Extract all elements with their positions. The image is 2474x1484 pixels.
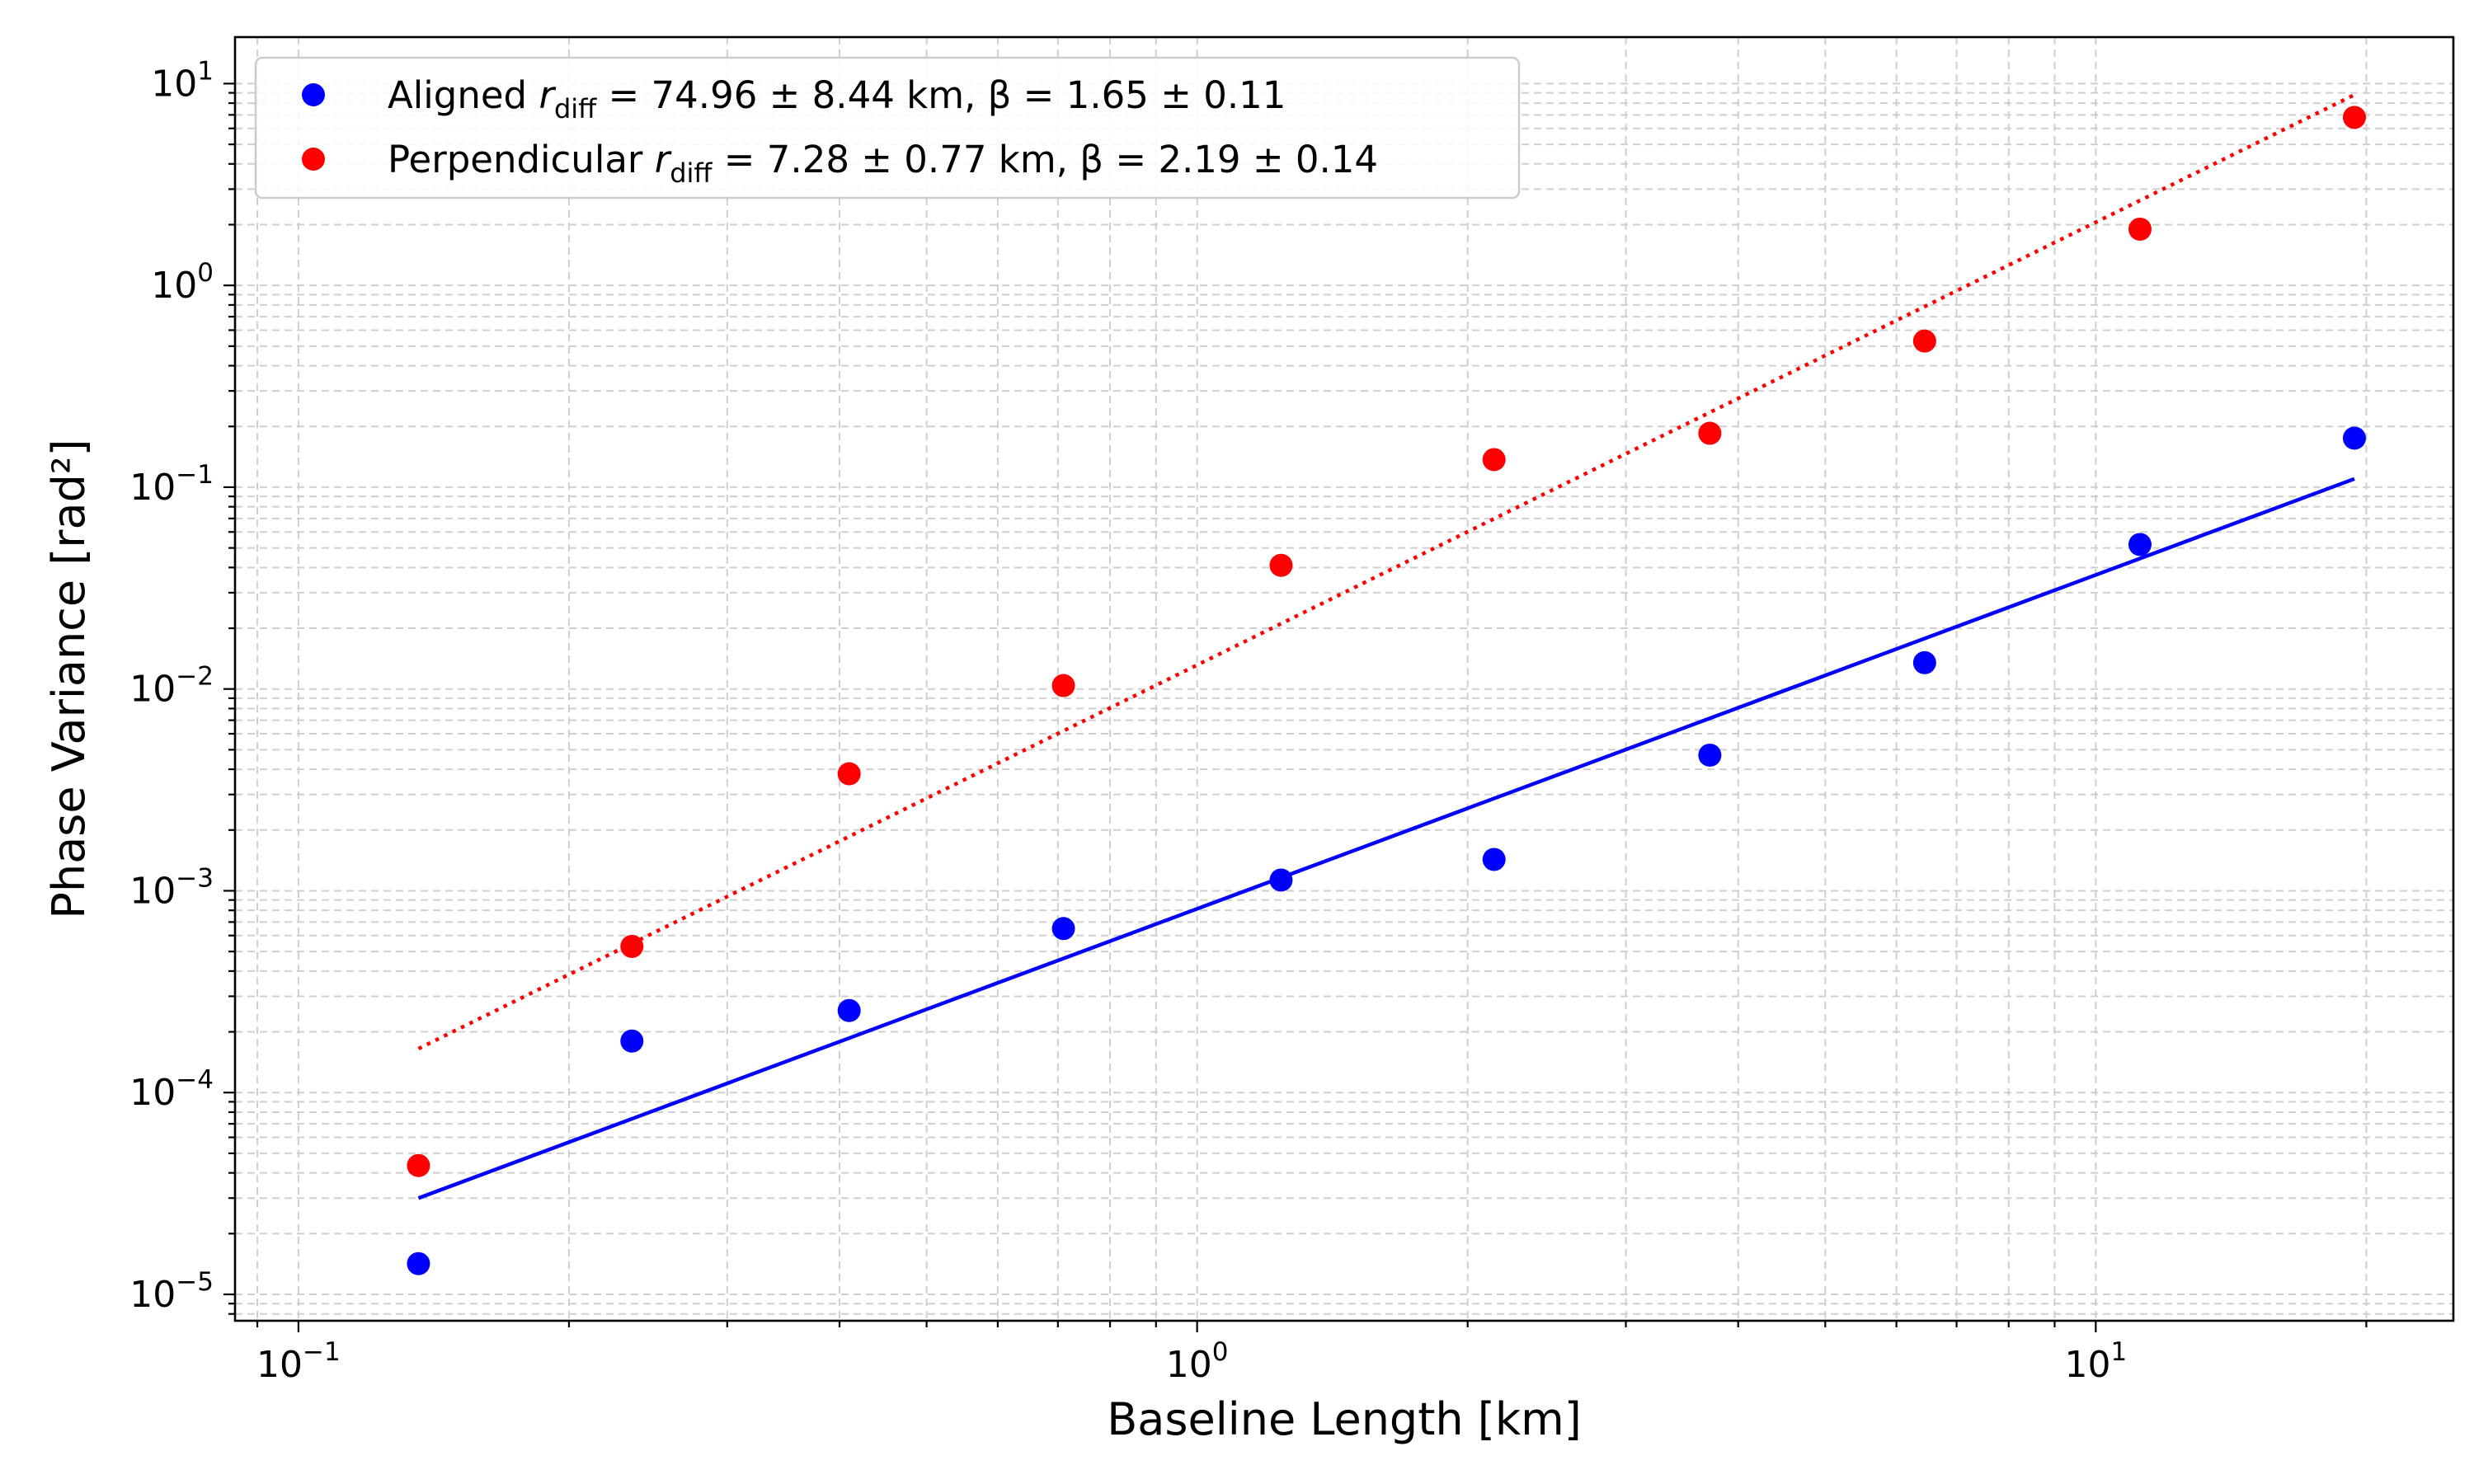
axis-ticks bbox=[223, 82, 2368, 1332]
legend-box bbox=[254, 56, 1521, 200]
data-point-perpendicular bbox=[2128, 217, 2152, 241]
legend-subscript: diff bbox=[670, 157, 713, 189]
data-point-aligned bbox=[2342, 426, 2366, 450]
x-tick-label-exponent: 1 bbox=[2110, 1337, 2127, 1367]
plot-frame bbox=[233, 35, 2455, 1322]
legend-prefix: Aligned bbox=[388, 73, 539, 117]
legend-symbol: r bbox=[539, 73, 556, 117]
legend: Aligned rdiff = 74.96 ± 8.44 km, β = 1.6… bbox=[254, 56, 1521, 200]
data-point-perpendicular bbox=[407, 1153, 430, 1177]
data-point-aligned bbox=[1698, 743, 1722, 767]
data-point-perpendicular bbox=[620, 934, 644, 958]
minor-grid bbox=[235, 37, 2453, 1321]
y-tick-label-exponent: −4 bbox=[176, 1065, 214, 1095]
legend-suffix: = 7.28 ± 0.77 km, β = 2.19 ± 0.14 bbox=[712, 138, 1378, 181]
data-point-aligned bbox=[1051, 917, 1075, 941]
y-tick-label: 10−1 bbox=[129, 460, 214, 509]
legend-marker-aligned bbox=[302, 83, 325, 106]
data-point-perpendicular bbox=[837, 762, 861, 786]
y-tick-label-exponent: −3 bbox=[176, 863, 214, 893]
legend-suffix: = 74.96 ± 8.44 km, β = 1.65 ± 0.11 bbox=[596, 73, 1286, 117]
y-tick-label: 10−2 bbox=[129, 662, 214, 711]
y-tick-label-exponent: −5 bbox=[176, 1267, 214, 1297]
y-axis-label: Phase Variance [rad²] bbox=[43, 439, 95, 918]
legend-symbol: r bbox=[655, 138, 672, 181]
y-tick-label-exponent: −1 bbox=[176, 460, 214, 490]
data-points bbox=[407, 106, 2366, 1275]
y-tick-label-exponent: −2 bbox=[176, 662, 214, 692]
legend-subscript: diff bbox=[554, 93, 597, 124]
data-point-aligned bbox=[1912, 650, 1936, 674]
data-point-perpendicular bbox=[2342, 106, 2366, 129]
x-axis-label: Baseline Length [km] bbox=[1107, 1393, 1582, 1445]
x-tick-label: 100 bbox=[1166, 1337, 1229, 1386]
data-point-aligned bbox=[407, 1252, 430, 1275]
y-tick-label: 10−3 bbox=[129, 863, 214, 912]
y-tick-label-exponent: 0 bbox=[197, 258, 214, 288]
data-point-perpendicular bbox=[1698, 421, 1722, 445]
major-grid bbox=[235, 37, 2453, 1321]
data-point-perpendicular bbox=[1051, 674, 1075, 697]
x-tick-label-exponent: 0 bbox=[1212, 1337, 1229, 1367]
data-point-aligned bbox=[1269, 868, 1293, 892]
data-point-perpendicular bbox=[1269, 553, 1293, 577]
data-point-aligned bbox=[620, 1029, 644, 1053]
legend-entry-aligned: Aligned rdiff = 74.96 ± 8.44 km, β = 1.6… bbox=[388, 73, 1286, 124]
data-point-perpendicular bbox=[1482, 448, 1506, 472]
data-point-aligned bbox=[1482, 848, 1506, 871]
data-point-aligned bbox=[2128, 533, 2152, 556]
fit-lines bbox=[417, 92, 2355, 1200]
y-tick-label-exponent: 1 bbox=[197, 56, 214, 86]
legend-entry-perpendicular: Perpendicular rdiff = 7.28 ± 0.77 km, β … bbox=[388, 138, 1378, 189]
data-point-perpendicular bbox=[1912, 329, 1936, 353]
legend-prefix: Perpendicular bbox=[388, 138, 655, 181]
fit-line-aligned bbox=[417, 477, 2355, 1200]
x-tick-label-exponent: −1 bbox=[303, 1337, 341, 1367]
data-point-aligned bbox=[837, 998, 861, 1022]
legend-marker-perpendicular bbox=[302, 148, 325, 171]
